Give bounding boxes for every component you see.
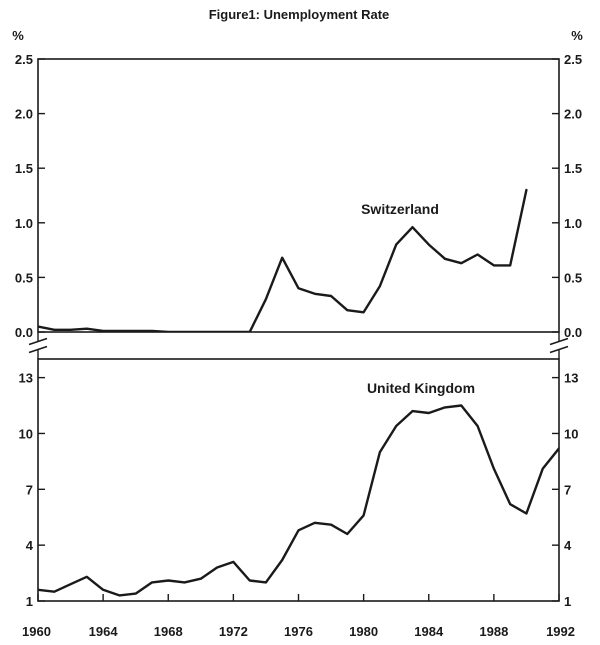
figure-title: Figure1: Unemployment Rate	[209, 7, 390, 22]
series-label-united-kingdom: United Kingdom	[367, 380, 475, 396]
x-tick-label: 1976	[284, 624, 313, 639]
united-kingdom-series-line	[38, 404, 559, 597]
y-unit-left: %	[12, 28, 24, 43]
switzerland-ytick-label-right: 2.5	[564, 52, 582, 67]
switzerland-ytick-label-right: 1.5	[564, 161, 582, 176]
switzerland-frame	[37, 58, 560, 333]
switzerland-ytick-label-left: 0.0	[15, 325, 33, 340]
united-kingdom-ytick-label-right: 7	[564, 482, 571, 497]
switzerland-series-line	[38, 188, 528, 332]
axis-break-slash	[28, 337, 48, 346]
united-kingdom-ytick-label-left: 10	[19, 426, 33, 441]
axis-break-slash	[28, 345, 48, 354]
y-unit-right: %	[571, 28, 583, 43]
united-kingdom-ytick-label-right: 4	[564, 538, 572, 553]
switzerland-ytick-label-left: 2.5	[15, 52, 33, 67]
united-kingdom-ytick-label-left: 4	[26, 538, 34, 553]
switzerland-ytick-label-left: 1.5	[15, 161, 33, 176]
switzerland-ytick-label-right: 2.0	[564, 107, 582, 122]
x-tick-label: 1992	[546, 624, 575, 639]
x-tick-label: 1960	[22, 624, 51, 639]
x-tick-label: 1968	[154, 624, 183, 639]
united-kingdom-ytick-label-left: 13	[19, 371, 33, 386]
switzerland-ytick-label-left: 0.5	[15, 270, 33, 285]
united-kingdom-ytick-label-right: 10	[564, 426, 578, 441]
united-kingdom-ytick-label-left: 7	[26, 482, 33, 497]
switzerland-ytick-label-right: 0.5	[564, 270, 582, 285]
united-kingdom-ytick-label-right: 13	[564, 371, 578, 386]
united-kingdom-ytick-label-right: 1	[564, 594, 571, 609]
x-tick-label: 1964	[89, 624, 119, 639]
united-kingdom-frame	[37, 358, 560, 602]
x-tick-label: 1984	[414, 624, 444, 639]
axis-break-marks	[28, 332, 569, 359]
switzerland-ytick-label-right: 1.0	[564, 216, 582, 231]
switzerland-ytick-label-left: 1.0	[15, 216, 33, 231]
switzerland-ytick-label-left: 2.0	[15, 107, 33, 122]
united-kingdom-panel: 1 1 4 4 7 7 10 10 13 13 1960 1964 1968 1972 1976 1980 19…	[19, 358, 578, 639]
united-kingdom-ytick-label-left: 1	[26, 594, 33, 609]
axis-break-slash	[549, 337, 569, 346]
switzerland-ytick-label-right: 0.0	[564, 325, 582, 340]
x-tick-label: 1972	[219, 624, 248, 639]
axis-break-slash	[549, 345, 569, 354]
x-tick-label: 1988	[479, 624, 508, 639]
series-label-switzerland: Switzerland	[361, 201, 439, 217]
x-tick-label: 1980	[349, 624, 378, 639]
switzerland-panel: 0.0 0.0 0.5 0.5 1.0 1.0 1.5 1.5 2.0 2.0 2.5 2.5	[15, 52, 582, 340]
